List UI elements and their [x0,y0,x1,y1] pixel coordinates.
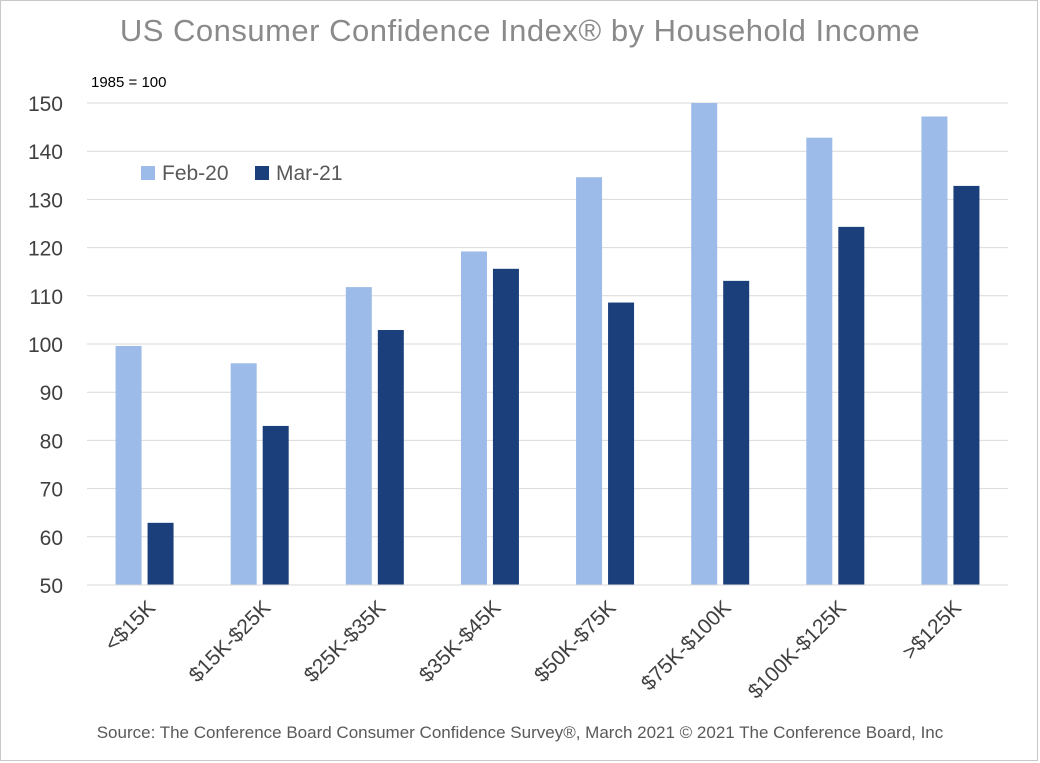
bar-mar-21 [608,302,635,585]
y-tick-label: 140 [28,141,63,164]
y-tick-label: 50 [40,575,63,598]
bar-feb-20 [691,103,718,585]
bar-mar-21 [147,522,174,585]
y-tick-label: 150 [28,93,63,116]
y-tick-label: 60 [40,527,63,550]
bar-mar-21 [377,330,404,585]
source-note: Source: The Conference Board Consumer Co… [96,723,944,742]
bar-feb-20 [115,345,142,585]
y-tick-label: 70 [40,479,63,502]
x-tick-label: $15K-$25K [185,596,276,687]
x-tick-label: $35K-$45K [415,596,506,687]
x-tick-label: <$15K [100,596,160,656]
x-tick-label: $25K-$35K [300,596,391,687]
legend-label-mar-21: Mar-21 [276,162,343,185]
y-tick-label: 80 [40,430,63,453]
x-tick-label: >$125K [898,596,966,664]
bar-feb-20 [345,287,372,585]
x-tick-label: $100K-$125K [744,596,851,703]
bar-mar-21 [262,425,289,585]
y-tick-label: 120 [28,238,63,261]
bar-feb-20 [806,137,833,586]
y-tick-label: 130 [28,189,63,212]
bar-mar-21 [723,280,750,585]
x-tick-label: $75K-$100K [637,596,736,695]
bar-feb-20 [230,363,257,585]
legend-swatch-mar-21 [255,166,269,180]
legend-label-feb-20: Feb-20 [162,162,229,185]
y-tick-label: 90 [40,382,63,405]
chart-title: US Consumer Confidence Index® by Househo… [119,13,921,48]
index-base-note: 1985 = 100 [91,74,167,91]
bar-feb-20 [576,177,603,585]
y-tick-label: 110 [30,286,63,309]
y-tick-label: 100 [28,334,63,357]
bar-mar-21 [492,268,519,585]
bar-chart: 50 60 70 80 90 100 110 120 130 140 150 <$15K $15K-$2… [28,93,1008,703]
legend-swatch-feb-20 [141,166,155,180]
bar-mar-21 [838,226,865,585]
bar-feb-20 [921,116,948,585]
bar-mar-21 [953,185,980,586]
bar-feb-20 [460,251,487,585]
x-tick-label: $50K-$75K [530,596,621,687]
